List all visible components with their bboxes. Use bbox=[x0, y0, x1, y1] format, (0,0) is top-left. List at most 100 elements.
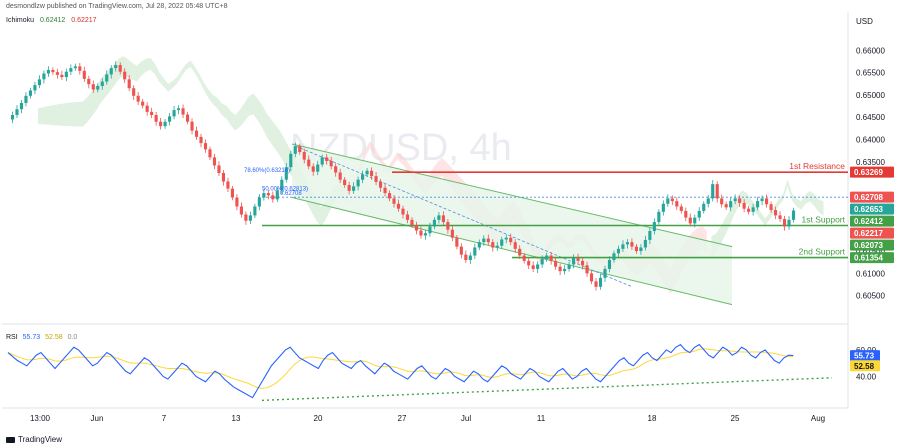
price-tag-text: 0.62708 bbox=[854, 193, 883, 202]
candle-body bbox=[765, 198, 769, 205]
candle-body bbox=[280, 179, 284, 191]
price-tag-2[interactable]: 0.62653 bbox=[850, 203, 894, 215]
candle-body bbox=[320, 157, 324, 165]
candles bbox=[10, 61, 796, 291]
candle-body bbox=[558, 266, 562, 272]
price-tag-4[interactable]: 0.62217 bbox=[850, 227, 894, 239]
rsi-trend-line[interactable] bbox=[261, 377, 833, 402]
level-label-1: 1st Support bbox=[802, 215, 846, 225]
tradingview-logo-icon bbox=[6, 436, 15, 443]
candle-body bbox=[724, 204, 728, 208]
x-tick-9: 25 bbox=[731, 414, 740, 423]
rsi-price-tag-1[interactable]: 52.58 bbox=[850, 360, 880, 372]
candle-body bbox=[248, 215, 252, 221]
x-tick-3: 13 bbox=[232, 414, 241, 423]
candle-body bbox=[509, 237, 513, 243]
price-tag-text: 0.62412 bbox=[854, 217, 883, 226]
price-tag-box bbox=[850, 191, 894, 203]
y-tick-2: 0.65000 bbox=[856, 91, 885, 100]
candle-body bbox=[495, 245, 499, 248]
candle-body bbox=[185, 114, 190, 122]
publisher-note: desmondlzw published on TradingView.com,… bbox=[6, 3, 228, 10]
candle-body bbox=[670, 198, 674, 202]
candle-body bbox=[329, 160, 333, 167]
candle-body bbox=[468, 255, 472, 260]
candle-body bbox=[554, 260, 558, 267]
candle-body bbox=[145, 105, 149, 112]
rsi-value-2: 52.58 bbox=[45, 334, 63, 341]
price-tag-text: 0.63269 bbox=[854, 168, 883, 177]
candle-body bbox=[598, 277, 603, 287]
tradingview-brand-text: TradingView bbox=[18, 435, 63, 444]
channel-lower-line[interactable] bbox=[291, 197, 733, 306]
price-tag-box bbox=[850, 239, 894, 251]
candle-body bbox=[594, 281, 598, 287]
candle-body bbox=[648, 231, 652, 240]
tradingview-brand[interactable]: TradingView bbox=[6, 435, 62, 444]
price-tag-5[interactable]: 0.62073 bbox=[850, 239, 894, 251]
rsi-price-tag-0[interactable]: 55.73 bbox=[850, 350, 880, 362]
candle-body bbox=[410, 219, 414, 226]
candle-body bbox=[486, 238, 490, 243]
rsi-price-tag-text: 55.73 bbox=[854, 352, 875, 361]
descending-channel[interactable] bbox=[292, 144, 732, 305]
candle-body bbox=[513, 242, 517, 249]
candle-body bbox=[751, 207, 755, 212]
price-tag-0[interactable]: 0.63269 bbox=[850, 166, 894, 178]
candle-body bbox=[571, 257, 576, 265]
candle-body bbox=[522, 255, 526, 261]
price-tag-6[interactable]: 0.61354 bbox=[850, 252, 894, 264]
candle-body bbox=[684, 210, 688, 218]
candle-body bbox=[760, 198, 764, 202]
candle-body bbox=[33, 85, 37, 91]
candle-body bbox=[396, 203, 401, 209]
y-tick-8: 0.60500 bbox=[856, 292, 885, 301]
candle-body bbox=[262, 193, 266, 198]
cloud-segment-green bbox=[38, 56, 348, 227]
candle-body bbox=[464, 254, 468, 260]
candle-body bbox=[621, 244, 625, 249]
channel-upper-line[interactable] bbox=[291, 143, 733, 248]
candle-body bbox=[343, 179, 347, 186]
candle-body bbox=[176, 108, 181, 111]
candle-body bbox=[82, 70, 86, 79]
x-tick-1: Jun bbox=[91, 414, 104, 423]
candle-body bbox=[545, 255, 549, 260]
candle-body bbox=[563, 268, 567, 272]
candle-body bbox=[235, 197, 239, 207]
candle-body bbox=[778, 215, 782, 219]
candle-body bbox=[293, 146, 297, 154]
y-tick-3: 0.64500 bbox=[856, 113, 885, 122]
candle-body bbox=[634, 246, 638, 252]
candle-body bbox=[199, 136, 203, 144]
candle-body bbox=[127, 79, 131, 89]
candle-body bbox=[24, 95, 28, 103]
candle-body bbox=[212, 157, 217, 166]
candle-body bbox=[675, 201, 679, 207]
candle-body bbox=[589, 273, 594, 282]
price-tag-text: 0.61354 bbox=[854, 254, 883, 263]
candle-body bbox=[154, 115, 158, 122]
fib-trend-line[interactable] bbox=[295, 145, 633, 288]
candle-body bbox=[42, 73, 46, 80]
candle-body bbox=[100, 81, 104, 86]
candle-body bbox=[639, 247, 643, 252]
price-tag-1[interactable]: 0.62708 bbox=[850, 191, 894, 203]
price-tag-3[interactable]: 0.62412 bbox=[850, 215, 894, 227]
candle-body bbox=[477, 242, 481, 248]
candle-body bbox=[208, 149, 212, 158]
rsi-ma-line[interactable] bbox=[7, 348, 794, 389]
rsi-line[interactable] bbox=[7, 343, 794, 399]
candle-body bbox=[729, 201, 733, 208]
candle-body bbox=[720, 198, 724, 205]
candle-body bbox=[738, 198, 742, 203]
candle-body bbox=[132, 88, 136, 96]
candle-body bbox=[19, 102, 24, 110]
ichimoku-legend[interactable]: Ichimoku 0.62412 0.62217 bbox=[6, 17, 97, 24]
rsi-legend[interactable]: RSI 55.73 52.58 0.0 bbox=[6, 334, 77, 341]
candle-body bbox=[46, 69, 50, 74]
candle-body bbox=[518, 248, 522, 256]
candle-body bbox=[136, 95, 140, 102]
candle-body bbox=[194, 130, 199, 137]
